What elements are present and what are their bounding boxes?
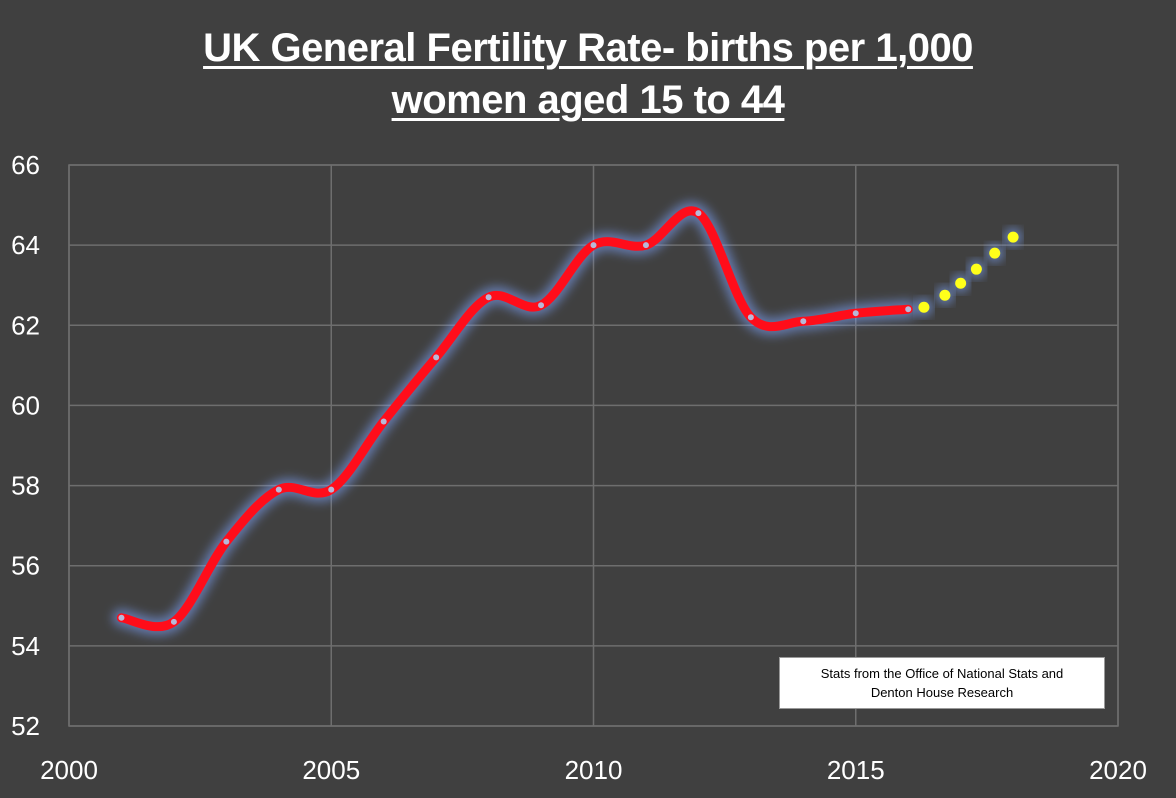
projection-point-0	[918, 301, 930, 313]
source-annotation-line-1: Stats from the Office of National Stats …	[820, 666, 1064, 681]
actual-point-2014	[800, 318, 807, 325]
chart-title: UK General Fertility Rate- births per 1,…	[0, 22, 1176, 126]
actual-point-2008	[485, 294, 492, 301]
x-tick-label-2020: 2020	[1089, 755, 1147, 785]
projection-point-1	[939, 289, 951, 301]
y-tick-label-62: 62	[11, 310, 40, 340]
actual-point-2012	[695, 210, 702, 217]
actual-point-2013	[747, 314, 754, 321]
actual-point-2005	[328, 486, 335, 493]
actual-point-2010	[590, 242, 597, 249]
chart-title-line-1: UK General Fertility Rate- births per 1,…	[203, 26, 973, 70]
actual-point-2009	[538, 302, 545, 309]
projection-point-4	[989, 247, 1001, 259]
source-annotation-line-2: Denton House Research	[870, 685, 1014, 700]
actual-point-2002	[170, 618, 177, 625]
projection-point-5	[1007, 231, 1019, 243]
source-annotation: Stats from the Office of National Stats …	[779, 657, 1105, 709]
y-tick-label-52: 52	[11, 711, 40, 741]
x-tick-label-2000: 2000	[40, 755, 98, 785]
y-tick-label-58: 58	[11, 471, 40, 501]
actual-point-2006	[380, 418, 387, 425]
x-tick-label-2010: 2010	[565, 755, 623, 785]
y-tick-label-66: 66	[11, 150, 40, 180]
actual-point-2011	[642, 242, 649, 249]
y-tick-label-56: 56	[11, 551, 40, 581]
y-tick-label-64: 64	[11, 230, 40, 260]
actual-point-2003	[223, 538, 230, 545]
data-series	[112, 201, 1023, 636]
projection-point-3	[970, 263, 982, 275]
y-tick-label-54: 54	[11, 631, 40, 661]
actual-point-2007	[433, 354, 440, 361]
projection-point-2	[955, 277, 967, 289]
actual-series-glow	[112, 201, 918, 636]
actual-point-2015	[852, 310, 859, 317]
x-tick-label-2005: 2005	[302, 755, 360, 785]
axis-ticks: 52 54 56 58 60 62 64 66 2000 2005 2010 2015 2020	[11, 150, 1147, 785]
y-tick-label-60: 60	[11, 390, 40, 420]
x-tick-label-2015: 2015	[827, 755, 885, 785]
actual-series-line	[116, 206, 913, 632]
chart-title-line-2: women aged 15 to 44	[391, 78, 785, 122]
actual-point-2004	[275, 486, 282, 493]
actual-point-2016	[905, 306, 912, 313]
actual-point-2001	[118, 614, 125, 621]
